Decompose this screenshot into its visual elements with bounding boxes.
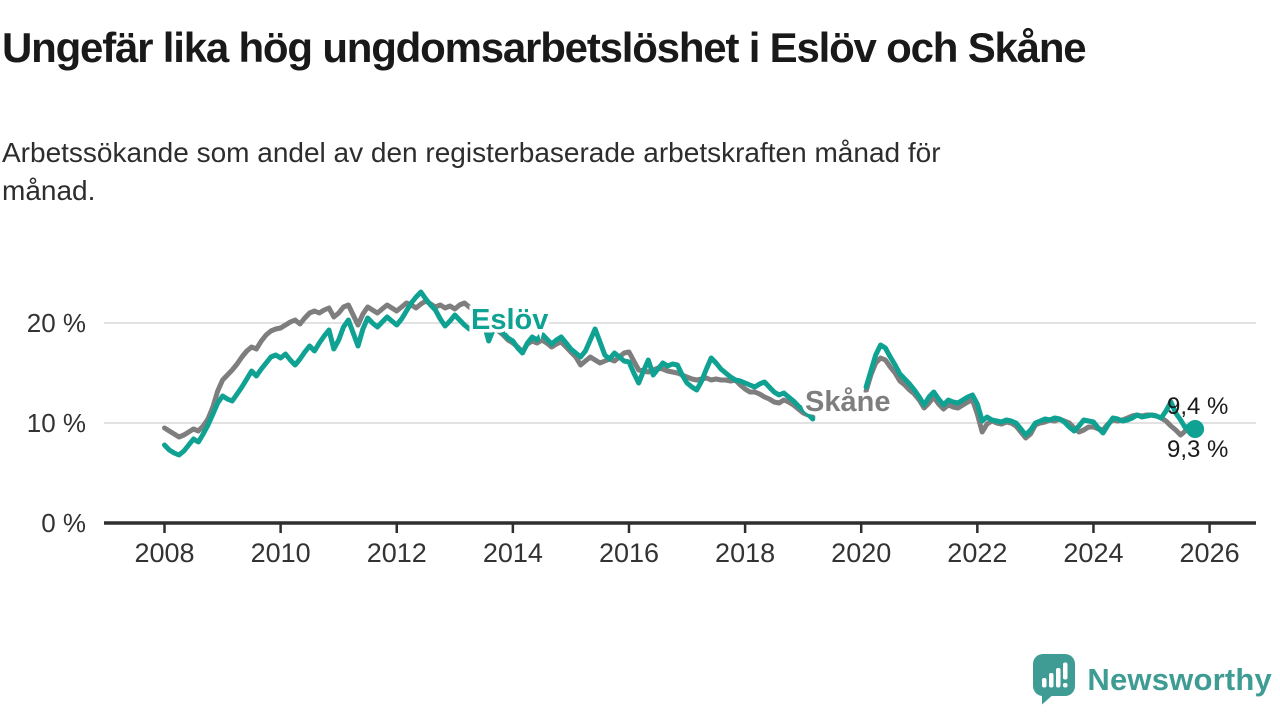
page-title: Ungefär lika hög ungdomsarbetslöshet i E… [2, 24, 1087, 71]
newsworthy-logo-icon [1033, 654, 1076, 705]
chart-subtitle-line1: Arbetssökande som andel av den registerb… [2, 137, 941, 168]
series-label-eslov: Eslöv [471, 304, 548, 336]
newsworthy-logo: Newsworthy [1032, 653, 1272, 706]
newsworthy-logo-text: Newsworthy [1087, 661, 1272, 697]
y-axis-tick-label: 10 % [27, 408, 86, 438]
x-axis-tick-label: 2026 [1180, 538, 1240, 568]
x-axis-tick-label: 2024 [1063, 538, 1123, 568]
series-end-dot-eslov [1186, 420, 1205, 438]
end-value-label-skåne: 9,3 % [1167, 436, 1228, 463]
end-value-label-eslöv: 9,4 % [1167, 393, 1228, 420]
x-axis-tick-label: 2010 [251, 538, 311, 568]
x-axis-tick-label: 2018 [715, 538, 775, 568]
y-axis-tick-label: 20 % [27, 308, 86, 338]
chart-subtitle-line2: månad. [2, 175, 96, 207]
series-label-skane: Skåne [805, 386, 890, 418]
series-line-eslöv [162, 289, 1198, 458]
x-axis-tick-label: 2014 [483, 538, 543, 568]
x-axis-tick-label: 2020 [831, 538, 891, 568]
x-axis-tick-label: 2008 [134, 538, 194, 568]
chart-subtitle: Arbetssökande som andel av den registerb… [2, 134, 1232, 210]
x-axis-tick-label: 2012 [367, 538, 427, 568]
x-axis-tick-label: 2016 [599, 538, 659, 568]
y-axis-tick-label: 0 % [41, 508, 86, 538]
x-axis-tick-label: 2022 [947, 538, 1007, 568]
